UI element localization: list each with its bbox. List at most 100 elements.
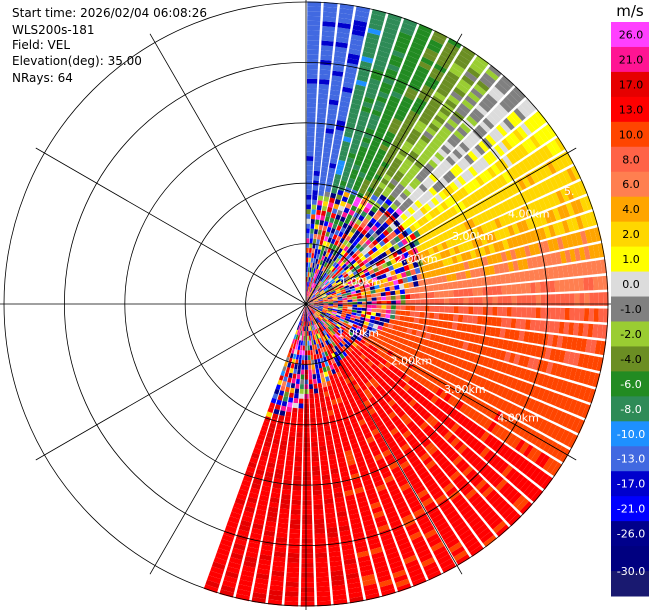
velocity-gate [432, 245, 440, 254]
velocity-gate [332, 261, 338, 267]
velocity-gate [325, 268, 330, 274]
velocity-gate [337, 247, 343, 254]
velocity-gate [422, 279, 429, 286]
velocity-gate [443, 74, 457, 86]
velocity-gate [512, 86, 526, 100]
velocity-gate [353, 283, 360, 288]
velocity-gate [452, 110, 465, 122]
velocity-gate [410, 203, 419, 212]
velocity-gate [479, 156, 490, 168]
velocity-gate [388, 265, 395, 271]
velocity-gate [315, 132, 324, 138]
velocity-gate [375, 152, 385, 161]
velocity-gate [388, 165, 398, 174]
velocity-gate [345, 235, 352, 242]
velocity-gate [321, 260, 326, 267]
velocity-gate [337, 159, 346, 166]
velocity-gate [401, 22, 416, 32]
velocity-gate [505, 135, 517, 148]
velocity-gate [523, 189, 533, 203]
velocity-gate [333, 218, 340, 225]
velocity-gate [349, 147, 358, 155]
velocity-gate [414, 142, 425, 152]
velocity-gate [378, 45, 392, 54]
velocity-gate [467, 91, 481, 103]
velocity-gate [317, 112, 326, 119]
velocity-gate [343, 251, 349, 258]
velocity-gate [447, 137, 458, 148]
velocity-gate [449, 66, 463, 78]
velocity-gate [348, 256, 354, 263]
velocity-gate [471, 147, 482, 159]
velocity-gate [332, 183, 339, 190]
velocity-gate [584, 195, 594, 211]
colorbar-tick-label: -10.0 [617, 428, 645, 441]
velocity-gate [402, 277, 409, 284]
velocity-gate [494, 160, 505, 173]
velocity-gate [342, 280, 348, 285]
velocity-gate [387, 63, 400, 73]
velocity-gate [311, 204, 317, 210]
velocity-gate [475, 237, 484, 247]
velocity-gate [355, 124, 366, 132]
velocity-gate [359, 166, 368, 174]
velocity-gate [481, 185, 492, 196]
velocity-gate [307, 40, 320, 46]
velocity-gate [350, 39, 363, 47]
velocity-gate [339, 276, 345, 281]
velocity-gate [367, 249, 374, 256]
velocity-gate [352, 281, 359, 286]
velocity-gate [322, 250, 327, 257]
velocity-gate [412, 177, 422, 187]
velocity-gate [545, 123, 557, 138]
velocity-gate [307, 297, 312, 302]
velocity-gate [328, 286, 334, 291]
velocity-gate [336, 281, 342, 286]
velocity-gate [473, 83, 487, 96]
velocity-gate [336, 225, 342, 231]
velocity-gate [307, 276, 309, 282]
velocity-gate [325, 241, 331, 248]
velocity-gate [481, 97, 495, 109]
velocity-gate [345, 161, 353, 169]
velocity-gate [393, 113, 405, 122]
velocity-gate [467, 218, 476, 229]
velocity-gate [362, 51, 375, 59]
velocity-gate [308, 302, 314, 304]
velocity-gate [334, 229, 340, 236]
velocity-gate [429, 141, 440, 151]
velocity-gate [440, 144, 452, 155]
velocity-gate [325, 274, 330, 280]
velocity-gate [543, 211, 552, 224]
velocity-gate [312, 238, 317, 244]
velocity-gate [322, 296, 328, 299]
velocity-gate [433, 217, 442, 226]
velocity-gate [445, 184, 455, 195]
velocity-gate [318, 300, 324, 302]
velocity-gate [365, 174, 373, 182]
velocity-gate [343, 273, 349, 278]
velocity-gate [415, 187, 425, 196]
velocity-gate [433, 30, 448, 41]
velocity-gate [341, 91, 352, 98]
velocity-gate [369, 113, 381, 122]
velocity-gate [354, 255, 360, 262]
velocity-gate [386, 17, 401, 27]
velocity-gate [479, 246, 487, 257]
velocity-gate [428, 210, 437, 219]
velocity-gate [416, 120, 427, 130]
velocity-gate [570, 233, 579, 247]
velocity-gate [414, 32, 429, 43]
velocity-gate [399, 127, 410, 136]
velocity-gate [345, 254, 352, 260]
velocity-gate [372, 213, 380, 221]
velocity-gate [360, 255, 367, 262]
velocity-gate [307, 291, 309, 297]
velocity-gate [360, 265, 367, 271]
velocity-gate [387, 253, 395, 260]
velocity-gate [393, 243, 400, 251]
velocity-gate [492, 107, 505, 120]
velocity-gate [345, 268, 351, 273]
velocity-gate [536, 183, 546, 196]
velocity-gate [401, 259, 408, 266]
